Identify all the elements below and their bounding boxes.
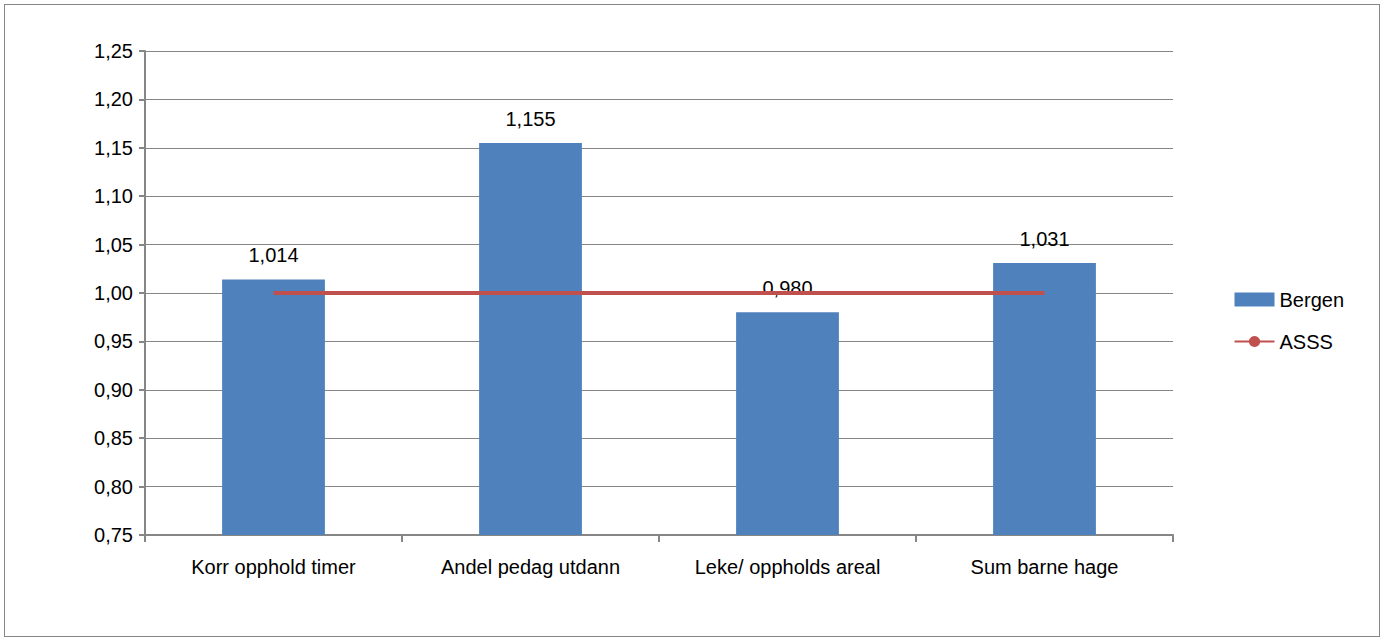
- svg-text:1,05: 1,05: [94, 234, 133, 256]
- svg-text:ASSS: ASSS: [1280, 331, 1333, 353]
- svg-text:1,10: 1,10: [94, 185, 133, 207]
- svg-text:1,031: 1,031: [1019, 228, 1069, 250]
- svg-text:Sum barne hage: Sum barne hage: [971, 556, 1119, 578]
- svg-text:0,80: 0,80: [94, 476, 133, 498]
- svg-text:1,15: 1,15: [94, 137, 133, 159]
- svg-text:Andel pedag utdann: Andel pedag utdann: [441, 556, 620, 578]
- svg-text:Bergen: Bergen: [1280, 289, 1345, 311]
- svg-text:Korr opphold timer: Korr opphold timer: [191, 556, 356, 578]
- svg-text:0,90: 0,90: [94, 379, 133, 401]
- svg-text:1,00: 1,00: [94, 282, 133, 304]
- svg-text:1,20: 1,20: [94, 88, 133, 110]
- svg-text:0,75: 0,75: [94, 524, 133, 546]
- svg-text:1,25: 1,25: [94, 40, 133, 62]
- svg-text:1,155: 1,155: [505, 108, 555, 130]
- svg-text:0,85: 0,85: [94, 427, 133, 449]
- svg-text:Leke/ oppholds areal: Leke/ oppholds areal: [695, 556, 881, 578]
- svg-text:1,014: 1,014: [248, 244, 298, 266]
- svg-text:0,980: 0,980: [762, 277, 812, 299]
- svg-text:0,95: 0,95: [94, 330, 133, 352]
